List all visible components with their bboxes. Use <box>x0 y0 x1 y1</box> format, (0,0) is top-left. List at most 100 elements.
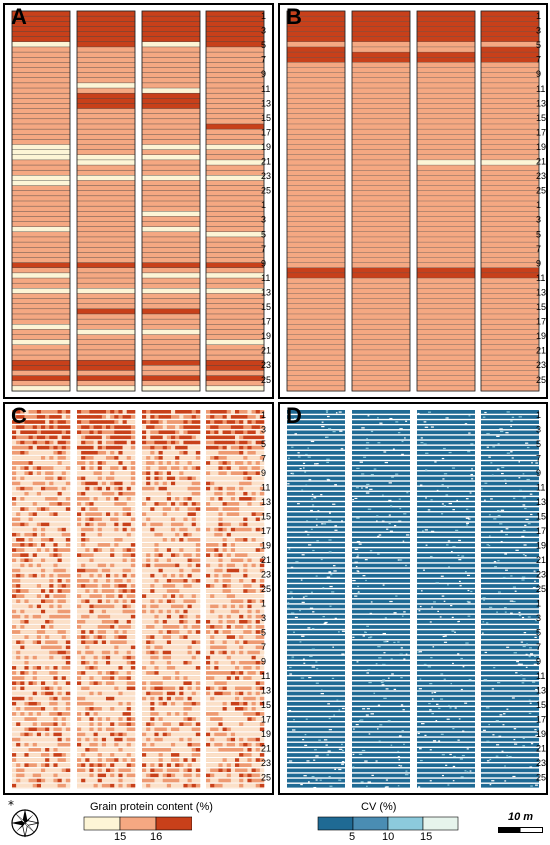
pixel-cell <box>183 737 188 742</box>
pixel-cell <box>222 660 228 665</box>
pixel-cell <box>85 456 90 460</box>
plot-cell <box>351 205 411 212</box>
plot-cell <box>480 324 540 330</box>
pixel-cell <box>32 532 38 537</box>
pixel-cell <box>235 512 240 516</box>
pixel-cell <box>101 543 107 547</box>
pixel-cell <box>195 666 201 670</box>
plot-cell <box>76 159 136 166</box>
pixel-cell <box>171 609 176 614</box>
pixel-cell <box>175 491 180 496</box>
pixel-cell <box>130 543 136 547</box>
pixel-cell <box>235 502 240 506</box>
pixel-cell <box>53 666 58 670</box>
pixel-cell <box>214 609 219 614</box>
pixel-cell <box>122 650 128 655</box>
pixel-cell <box>77 579 82 583</box>
pixel-cell <box>61 732 67 737</box>
pixel-cell <box>171 630 176 634</box>
pixel-cell <box>12 630 17 634</box>
pixel-cell <box>41 737 46 742</box>
pixel-cell <box>97 640 103 644</box>
plot-cell <box>286 293 346 299</box>
pixel-cell <box>20 635 25 639</box>
pixel-cell <box>81 732 86 737</box>
pixel-cell <box>206 481 211 486</box>
pixel-cell <box>142 599 147 604</box>
pixel-cell <box>97 476 103 481</box>
plot-cell <box>351 113 411 120</box>
pixel-cell <box>243 410 248 414</box>
plot-cell <box>286 252 346 258</box>
pixel-cell <box>114 783 119 788</box>
pixel-cell <box>179 732 184 737</box>
plot-cell <box>76 10 136 17</box>
pixel-cell <box>226 502 232 506</box>
pixel-cell <box>122 666 128 670</box>
pixel-cell <box>81 604 86 609</box>
pixel-cell <box>16 532 21 537</box>
plot-cell <box>480 231 540 238</box>
pixel-cell <box>230 645 236 650</box>
pixel-cell <box>247 476 252 481</box>
pixel-cell <box>16 666 21 670</box>
pixel-cell <box>235 527 240 532</box>
pixel-cell <box>32 461 38 465</box>
pixel-cell <box>142 768 147 773</box>
pixel-cell <box>97 742 103 747</box>
pixel-cell <box>36 686 42 691</box>
pixel-cell <box>53 742 58 747</box>
pixel-cell <box>97 512 103 516</box>
pixel-cell <box>158 410 164 414</box>
pixel-cell <box>77 599 82 604</box>
plot-cell <box>480 82 540 89</box>
pixel-cell <box>243 507 248 511</box>
pixel-cell <box>210 466 215 470</box>
pixel-cell <box>130 450 136 455</box>
pixel-cell <box>93 707 99 711</box>
pixel-cell <box>142 466 147 470</box>
pixel-cell <box>89 461 94 465</box>
pixel-cell <box>239 727 244 732</box>
pixel-cell <box>36 553 42 557</box>
pixel-cell <box>81 676 86 680</box>
pixel-cell <box>210 579 215 583</box>
pixel-cell <box>49 553 54 557</box>
pixel-cell <box>93 486 99 491</box>
pixel-cell <box>20 691 25 696</box>
pixel-cell <box>85 619 90 624</box>
plot-cell <box>141 308 201 315</box>
pixel-cell <box>175 701 180 706</box>
pixel-cell <box>36 532 42 537</box>
pixel-cell <box>28 440 34 445</box>
pixel-cell <box>166 573 172 578</box>
pixel-cell <box>214 502 219 506</box>
pixel-cell <box>118 420 123 424</box>
plot-cell <box>351 200 411 207</box>
pixel-cell <box>247 568 252 573</box>
pixel-cell <box>226 573 232 578</box>
strip-outline <box>351 10 411 392</box>
plot-cell <box>141 339 201 346</box>
pixel-cell <box>41 748 46 752</box>
pixel-cell <box>53 630 58 634</box>
pixel-cell <box>247 517 252 522</box>
pixel-cell <box>130 573 136 578</box>
pixel-cell <box>53 456 58 460</box>
pixel-cell <box>89 589 94 593</box>
pixel-cell <box>166 445 172 450</box>
pixel-cell <box>154 650 159 655</box>
plot-cell <box>416 113 476 120</box>
pixel-cell <box>65 456 71 460</box>
plot-cell <box>11 51 71 58</box>
plot-cell <box>141 298 201 305</box>
pixel-cell <box>20 563 25 568</box>
pixel-cell <box>41 568 46 573</box>
pixel-cell <box>20 589 25 593</box>
pixel-cell <box>41 563 46 568</box>
pixel-cell <box>239 456 244 460</box>
pixel-cell <box>77 691 82 696</box>
pixel-cell <box>32 573 38 578</box>
pixel-cell <box>41 676 46 680</box>
pixel-cell <box>243 589 248 593</box>
